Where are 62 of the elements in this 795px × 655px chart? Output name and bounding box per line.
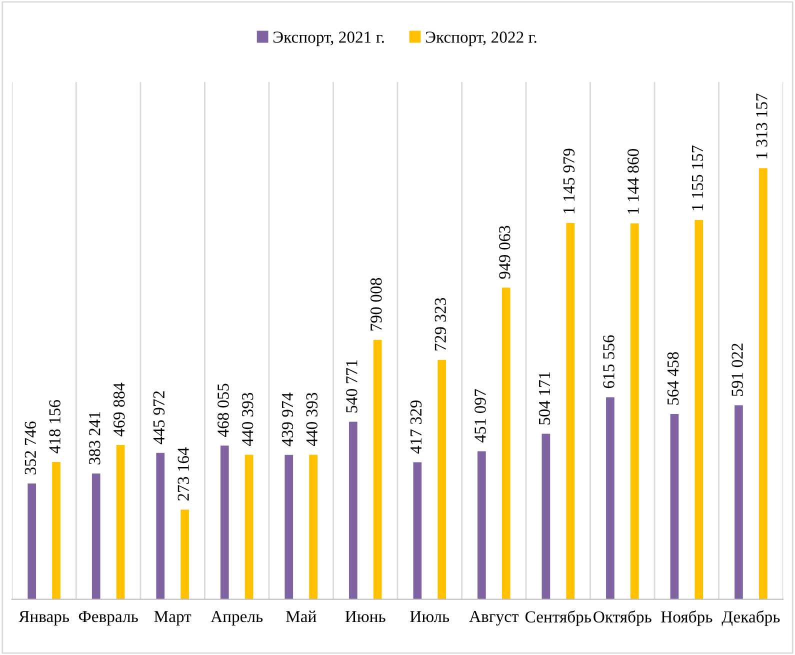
x-tick-label: Февраль [78,611,138,626]
bar [758,168,768,600]
x-tick-label: Август [469,610,519,626]
bar [478,451,486,600]
data-label: 1 313 157 [756,94,768,158]
data-label: 1 155 157 [692,145,704,210]
bar [542,434,550,600]
bar [156,452,165,600]
data-label: 417 329 [410,400,422,454]
bar [309,454,318,600]
data-label: 790 008 [370,278,382,330]
bar [630,223,639,600]
data-label: 352 746 [24,421,36,474]
x-tick-label: Ноябрь [661,610,712,626]
bar [373,340,382,600]
data-label: 451 097 [474,389,486,443]
data-label: 440 393 [306,392,318,446]
data-label: 1 144 860 [628,149,639,214]
data-label: 564 458 [667,352,679,405]
data-label: 440 393 [242,392,254,446]
x-tick-label: Июнь [345,611,386,622]
data-label: 1 145 979 [563,148,575,214]
bar [734,405,743,600]
x-tick-label: Январь [18,611,70,626]
data-label: 383 241 [89,412,100,464]
bar [180,510,189,600]
data-label: 439 974 [282,392,294,446]
bar [52,462,60,600]
x-tick-label: Март [154,611,192,626]
data-label: 540 771 [346,360,358,412]
x-tick-label: Октябрь [594,610,652,626]
data-label: 949 063 [499,226,510,279]
x-tick-label: Декабрь [722,610,780,626]
bar [220,446,229,600]
legend-label: Экспорт, 2021 г. [273,32,384,46]
bar [284,454,294,600]
bar [92,473,100,600]
data-label: 445 972 [153,391,165,444]
data-label: 273 164 [178,447,189,501]
data-label: 418 156 [49,400,60,454]
data-label: 729 323 [434,298,446,350]
bar [348,422,358,600]
legend-label: Экспорт, 2022 г. [426,32,536,46]
bar [566,223,575,600]
x-tick-label: Июль [410,611,450,622]
bar [694,220,704,600]
x-tick-label: Май [286,610,316,622]
bar [606,397,614,600]
x-tick-label: Апрель [210,611,263,626]
data-label: 591 022 [732,344,743,396]
bar [670,414,679,600]
bar [502,288,510,600]
data-label: 469 884 [113,382,125,436]
x-tick-label: Сентябрь [525,610,592,626]
bar [244,454,254,600]
bar [438,360,446,600]
bar [116,445,125,600]
data-label: 468 055 [218,384,229,437]
bar [413,462,422,600]
bar [28,483,36,600]
data-label: 504 171 [538,372,550,424]
data-label: 615 556 [603,335,614,388]
